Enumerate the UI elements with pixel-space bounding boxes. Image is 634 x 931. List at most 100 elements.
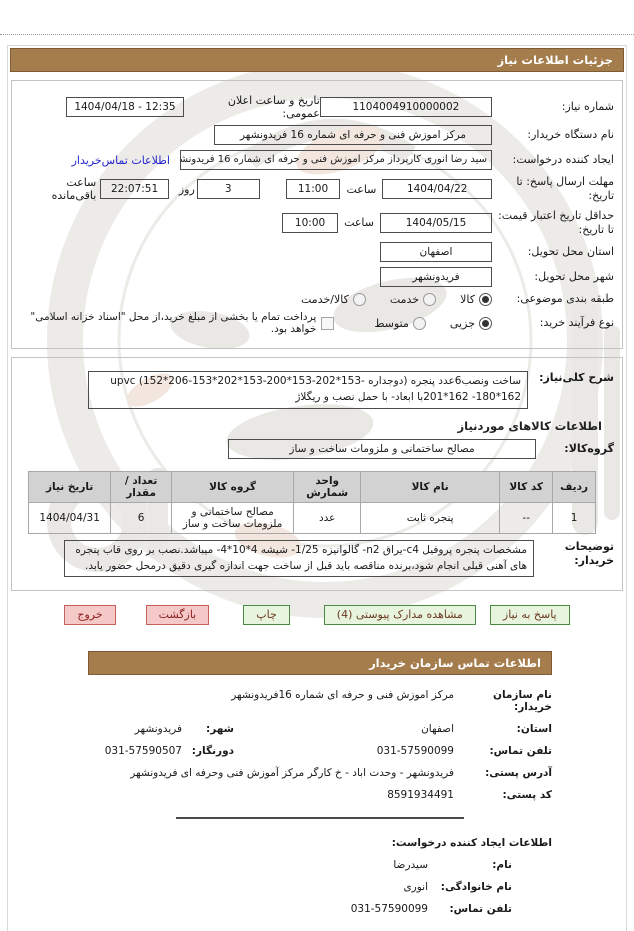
postal-address-label: آدرس پستی:: [485, 767, 552, 780]
buyer-org-label: نام دستگاه خریدار:: [527, 127, 614, 141]
creator-name-row: نام: سیدرضا: [88, 859, 552, 871]
cell-item-name: پنجره ثابت: [360, 501, 501, 534]
buyer-org-row: نام دستگاه خریدار: مرکز اموزش فنی و حرفه…: [20, 125, 614, 145]
radio-service[interactable]: [423, 292, 437, 306]
cell-need-date: 1404/04/31: [27, 501, 112, 534]
city-value: فریدونشهر: [134, 723, 182, 736]
section-header-need-details: جزئیات اطلاعات نیاز: [10, 48, 624, 72]
announce-datetime-label: تاریخ و ساعت اعلان عمومی:: [227, 94, 320, 120]
treasury-checkbox[interactable]: [321, 316, 335, 330]
creator-phone-value: 031-57590099: [350, 903, 428, 916]
delivery-city-row: شهر محل تحویل: فریدونشهر: [20, 267, 614, 288]
delivery-province-row: استان محل تحویل: اصفهان: [20, 242, 614, 263]
buyer-notes-field[interactable]: مشخصات پنجره پروفیل c4-یراق n2- گالوانیز…: [64, 539, 534, 578]
need-description-row: شرح کلی‌نیاز: ساخت ونصب6عدد پنجره (دوجدا…: [20, 371, 614, 409]
postal-code-label: کد پستی:: [502, 789, 552, 802]
radio-minor[interactable]: [479, 316, 492, 330]
delivery-city-label: شهر محل تحویل:: [534, 270, 614, 284]
price-validity-label: حداقل تاریخ اعتبار قیمت: تا تاریخ:: [498, 208, 614, 236]
deadline-date-field[interactable]: 1404/04/22: [382, 179, 492, 200]
purchase-process-label: نوع فرآیند خرید:: [539, 316, 614, 330]
goods-group-row: گروه‌کالا: مصالح ساختمانی و ملزومات ساخت…: [20, 438, 614, 459]
cell-group: مصالح ساختمانی و ملزومات ساخت و ساز: [170, 501, 295, 534]
city-label: شهر:: [206, 723, 234, 736]
radio-medium-label: متوسط: [374, 316, 409, 330]
delivery-province-field[interactable]: اصفهان: [380, 242, 492, 263]
creator-family-label: نام خانوادگی:: [440, 881, 512, 894]
back-button[interactable]: بازگشت: [145, 605, 210, 626]
day-unit-label: روز: [178, 182, 195, 196]
postal-code-value: 8591934491: [387, 789, 454, 802]
subject-category-label: طبقه بندی موضوعی:: [516, 292, 614, 306]
page-frame: جزئیات اطلاعات نیاز شماره نیاز: 11040049…: [7, 45, 627, 931]
validity-date-field[interactable]: 1404/05/15: [380, 212, 492, 233]
radio-goods-service[interactable]: [352, 292, 366, 306]
radio-goods[interactable]: [479, 292, 492, 306]
request-creator-field[interactable]: سید رضا انوری کارپرداز مرکز اموزش فنی و …: [180, 150, 492, 170]
org-contact-section: نام سازمان خریدار: مرکز اموزش فنی و حرفه…: [88, 689, 552, 915]
top-dotted-separator: [0, 0, 634, 35]
buyer-notes-label: توضیحات خریدار:: [564, 539, 614, 568]
goods-group-field[interactable]: مصالح ساختمانی و ملزومات ساخت و ساز: [228, 438, 536, 459]
cell-unit: عدد: [293, 501, 362, 534]
view-attachments-button[interactable]: مشاهده مدارک پیوستی (4): [323, 605, 476, 626]
respond-to-need-button[interactable]: پاسخ به نیاز: [489, 605, 570, 626]
action-buttons-row: پاسخ به نیاز مشاهده مدارک پیوستی (4) چاپ…: [10, 605, 624, 626]
purchase-process-row: نوع فرآیند خرید: جزیی متوسط پرداخت تمام …: [20, 311, 614, 335]
col-need-date: تاریخ نیاز: [27, 470, 112, 503]
deadline-hour-field[interactable]: 11:00: [285, 179, 341, 200]
radio-medium[interactable]: [412, 316, 426, 330]
section-divider: [176, 817, 464, 820]
cell-row-number: 1: [552, 501, 596, 534]
radio-goods-service-label: کالا/خدمت: [301, 292, 349, 306]
need-number-label: شماره نیاز:: [561, 99, 614, 113]
fax-label: دورنگار:: [191, 745, 234, 758]
buyer-contact-link[interactable]: اطلاعات تماس‌خریدار: [71, 153, 170, 167]
need-description-field[interactable]: ساخت ونصب6عدد پنجره (دوجداره upvc (152*2…: [88, 371, 528, 409]
section-header-org-contact: اطلاعات تماس سازمان خریدار: [88, 651, 552, 676]
postal-code-row: کد پستی: 8591934491: [88, 789, 552, 801]
cell-item-code: --: [499, 501, 554, 534]
validity-hour-field[interactable]: 10:00: [282, 212, 339, 233]
creator-info-heading: اطلاعات ایجاد کننده درخواست:: [391, 837, 552, 850]
province-value: اصفهان: [421, 723, 454, 736]
remaining-days-field[interactable]: 3: [196, 179, 260, 200]
need-number-row: شماره نیاز: 1104004910000002 تاریخ و ساع…: [20, 94, 614, 120]
exit-button[interactable]: خروج: [64, 605, 116, 626]
delivery-province-label: استان محل تحویل:: [527, 245, 614, 259]
goods-table: ردیف کد کالا نام کالا واحد شمارش گروه کا…: [27, 470, 596, 534]
radio-minor-label: جزیی: [449, 316, 475, 330]
buyer-org-field[interactable]: مرکز اموزش فنی و حرفه ای شماره 16 فریدون…: [214, 125, 492, 145]
phone-label: تلفن تماس:: [489, 745, 552, 758]
request-creator-row: ایجاد کننده درخواست: سید رضا انوری کارپر…: [20, 150, 614, 170]
org-name-label: نام سازمان خریدار:: [493, 689, 552, 714]
col-group: گروه کالا: [170, 470, 295, 503]
need-description-label: شرح کلی‌نیاز:: [539, 371, 614, 385]
col-quantity: تعداد / مقدار: [110, 470, 172, 503]
goods-table-row: 1 -- پنجره ثابت عدد مصالح ساختمانی و ملز…: [27, 501, 596, 534]
creator-name-value: سیدرضا: [393, 859, 428, 872]
cell-quantity: 6: [110, 501, 172, 534]
postal-address-row: آدرس پستی: فریدونشهر - وحدت اباد - خ کار…: [88, 767, 552, 779]
phone-value: 031-57590099: [376, 745, 454, 758]
radio-goods-label: کالا: [460, 292, 475, 306]
response-deadline-row: مهلت ارسال پاسخ: تا تاریخ: 1404/04/22 سا…: [20, 175, 614, 204]
org-name-value: مرکز اموزش فنی و حرفه ای شماره 16فریدونش…: [231, 689, 454, 702]
creator-name-label: نام:: [492, 859, 512, 872]
postal-address-value: فریدونشهر - وحدت اباد - خ کارگر مرکز آمو…: [130, 767, 454, 780]
validity-hour-label: ساعت: [344, 216, 374, 230]
print-button[interactable]: چاپ: [243, 605, 290, 626]
col-item-name: نام کالا: [360, 470, 501, 503]
col-item-code: کد کالا: [499, 470, 554, 503]
announce-datetime-field[interactable]: 1404/04/18 - 12:35: [66, 97, 184, 117]
radio-service-label: خدمت: [389, 292, 420, 306]
need-number-field[interactable]: 1104004910000002: [319, 97, 492, 117]
goods-group-label: گروه‌کالا:: [564, 441, 614, 455]
goods-table-header-row: ردیف کد کالا نام کالا واحد شمارش گروه کا…: [27, 470, 596, 503]
delivery-city-field[interactable]: فریدونشهر: [380, 267, 492, 288]
need-goods-panel: شرح کلی‌نیاز: ساخت ونصب6عدد پنجره (دوجدا…: [11, 357, 623, 592]
goods-info-heading: اطلاعات کالاهای موردنیاز: [457, 418, 602, 433]
price-validity-row: حداقل تاریخ اعتبار قیمت: تا تاریخ: 1404/…: [20, 209, 614, 238]
remaining-time-field[interactable]: 22:07:51: [100, 179, 169, 200]
treasury-note-label: پرداخت تمام یا بخشی از مبلغ خرید،از محل …: [30, 311, 317, 336]
